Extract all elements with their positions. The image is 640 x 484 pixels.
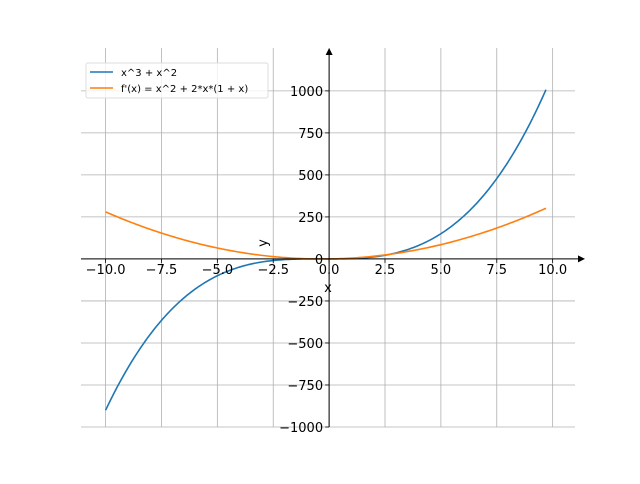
tick-labels: −10.0 −7.5 −5.0 −2.5 0.0 2.5 5.0 7.5 10.0 −1000 −7… (86, 85, 567, 436)
x-tick-label: 10.0 (538, 263, 567, 278)
y-tick-label: 500 (298, 169, 323, 184)
legend: x^3 + x^2 f'(x) = x^2 + 2*x*(1 + x) (85, 62, 269, 99)
x-tick-label: −5.0 (202, 263, 234, 278)
y-tick-label: −250 (287, 295, 323, 310)
y-tick-label: 0 (315, 253, 323, 268)
axes (81, 48, 585, 428)
x-axis-arrow-icon (578, 255, 585, 263)
y-tick-label: 1000 (290, 85, 323, 100)
legend-label-1: f'(x) = x^2 + 2*x*(1 + x) (121, 84, 248, 95)
y-tick-label: −500 (287, 337, 323, 352)
y-axis-label: y (256, 239, 271, 247)
x-tick-label: 0.0 (319, 263, 340, 278)
series-line-1 (105, 207, 547, 260)
x-tick-label: 5.0 (431, 263, 452, 278)
x-axis-label: x (324, 281, 332, 296)
x-tick-label: 2.5 (375, 263, 396, 278)
y-axis-arrow-icon (325, 48, 333, 55)
y-tick-label: −750 (287, 379, 323, 394)
series-line-0 (104, 89, 547, 411)
grid (81, 48, 575, 428)
legend-label-0: x^3 + x^2 (121, 68, 177, 79)
x-tick-label: −7.5 (146, 263, 178, 278)
x-tick-label: 7.5 (486, 263, 507, 278)
y-tick-label: −1000 (279, 421, 323, 436)
series-lines (104, 89, 547, 411)
x-tick-label: −10.0 (86, 263, 126, 278)
y-tick-label: 250 (298, 211, 323, 226)
legend-frame (85, 62, 269, 99)
y-tick-label: 750 (298, 127, 323, 142)
x-tick-label: −2.5 (257, 263, 289, 278)
